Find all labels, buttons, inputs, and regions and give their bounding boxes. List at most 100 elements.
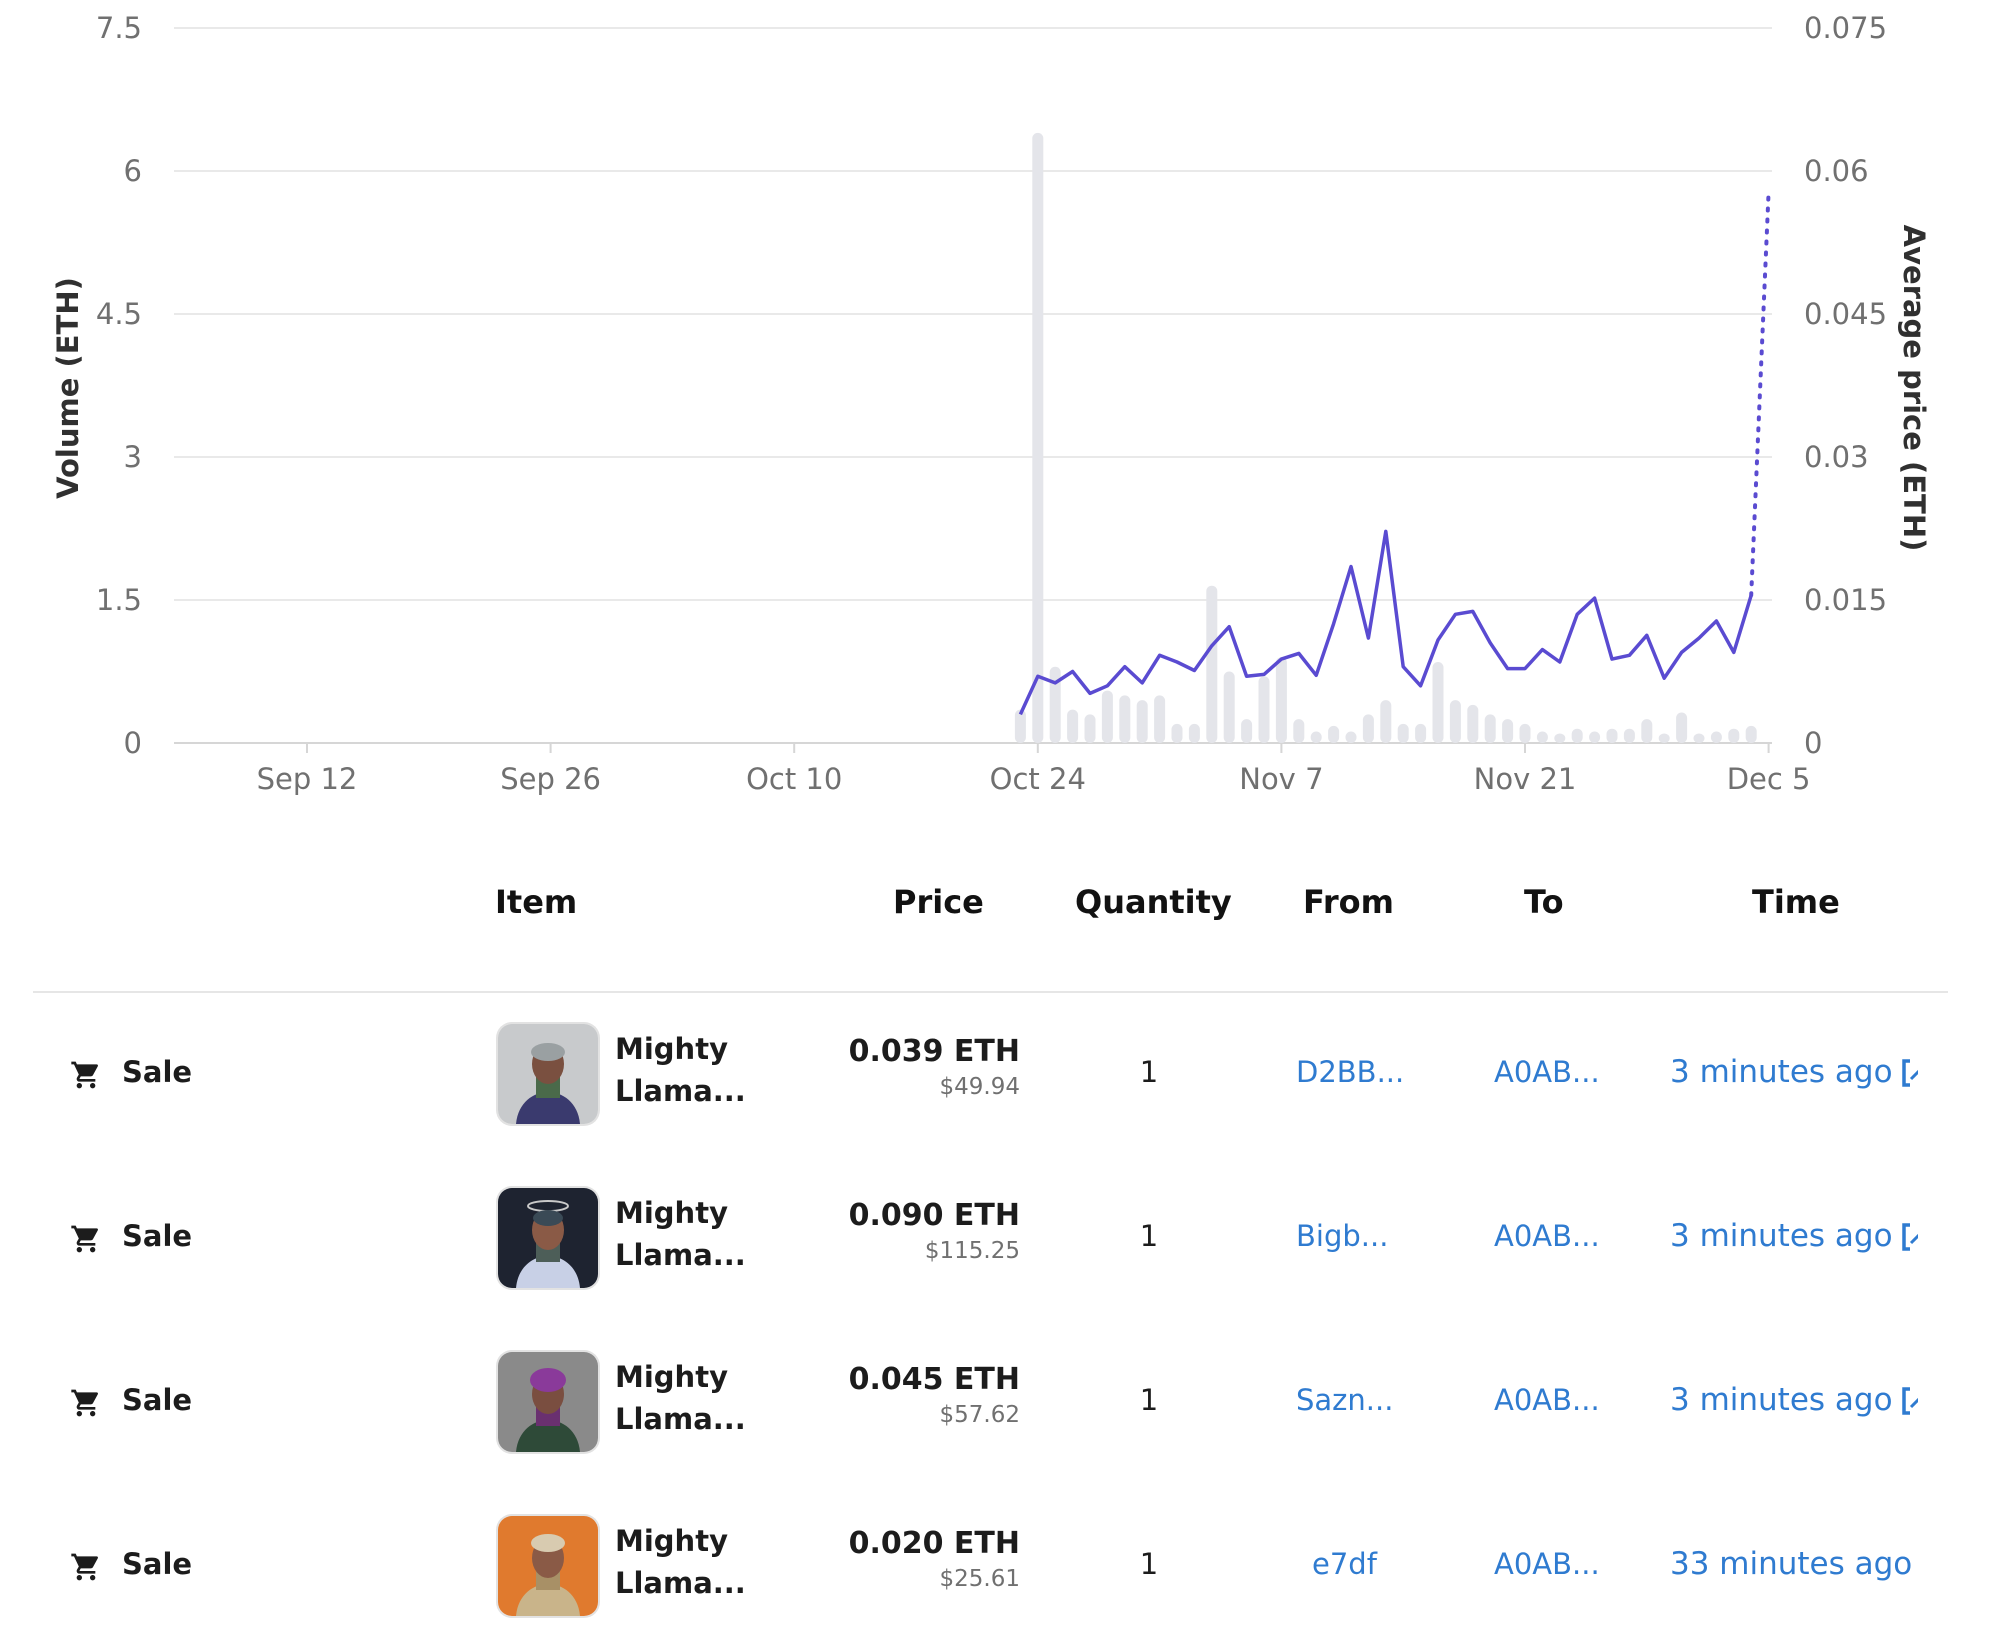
volume-bar xyxy=(1380,700,1392,743)
volume-bar xyxy=(1745,725,1757,743)
quantity: 1 xyxy=(1139,1219,1159,1253)
volume-bar xyxy=(1623,728,1635,743)
shopping-cart-icon xyxy=(71,1553,98,1581)
time-link[interactable]: 3 minutes ago xyxy=(1670,1382,1893,1418)
left-axis-tick-label: 0 xyxy=(124,726,142,760)
volume-bar xyxy=(1658,733,1670,743)
from-address-link[interactable]: e7df xyxy=(1312,1547,1377,1581)
to-address-link[interactable]: A0AB... xyxy=(1494,1219,1600,1253)
right-axis-tick-label: 0.015 xyxy=(1804,583,1887,617)
volume-bar xyxy=(1275,657,1287,743)
volume-bar xyxy=(1154,695,1166,743)
volume-bar xyxy=(1258,676,1270,743)
left-axis-tick-label: 3 xyxy=(124,440,142,474)
volume-bar xyxy=(1206,585,1218,743)
time-link[interactable]: 3 minutes ago xyxy=(1670,1054,1893,1090)
volume-bar xyxy=(1397,723,1409,743)
column-header-price: Price xyxy=(893,883,984,921)
volume-bar xyxy=(1223,671,1235,743)
volume-bar xyxy=(1589,731,1601,743)
shopping-cart-icon xyxy=(71,1389,98,1417)
from-address-link[interactable]: Bigb... xyxy=(1296,1219,1389,1253)
x-axis-tick-label: Sep 12 xyxy=(257,762,358,796)
volume-bar xyxy=(1310,731,1322,743)
right-axis-ticks: 0 0.015 0.03 0.045 0.06 0.075 xyxy=(1804,11,1887,760)
quantity: 1 xyxy=(1139,1055,1159,1089)
price-line xyxy=(1018,529,1753,716)
volume-bar xyxy=(1032,132,1044,743)
to-address-link[interactable]: A0AB... xyxy=(1494,1547,1600,1581)
volume-bar xyxy=(1136,700,1148,743)
volume-bar xyxy=(1554,733,1566,743)
price-eth: 0.045 ETH xyxy=(848,1362,1020,1397)
shopping-cart-icon xyxy=(71,1225,98,1253)
from-address-link[interactable]: Sazn... xyxy=(1296,1383,1394,1417)
time-link[interactable]: 3 minutes ago xyxy=(1670,1218,1893,1254)
volume-bar xyxy=(1014,709,1026,743)
table-row: Sale Mighty Llama... 0.020 ETH $25.61 1 e… xyxy=(0,1500,2010,1630)
table-row: Sale Mighty Llama... 0.039 ETH $49.94 1 D… xyxy=(0,1008,2010,1138)
volume-bar xyxy=(1067,709,1079,743)
shopping-cart-icon xyxy=(71,1061,98,1089)
left-axis-ticks: 0 1.5 3 4.5 6 7.5 xyxy=(96,11,142,760)
volume-bar xyxy=(1536,731,1548,743)
price-usd: $49.94 xyxy=(939,1074,1020,1100)
price-line-projection xyxy=(1749,190,1771,598)
to-address-link[interactable]: A0AB... xyxy=(1494,1055,1600,1089)
volume-bar xyxy=(1119,695,1131,743)
external-link-icon[interactable] xyxy=(1900,1386,1918,1416)
item-thumbnail[interactable] xyxy=(498,1188,598,1288)
item-name[interactable]: Mighty Llama... xyxy=(615,1032,746,1108)
left-axis-tick-label: 6 xyxy=(124,154,142,188)
external-link-icon[interactable] xyxy=(1900,1058,1918,1088)
right-axis-tick-label: 0.03 xyxy=(1804,440,1869,474)
x-axis-tick-label: Sep 26 xyxy=(500,762,601,796)
volume-bar xyxy=(1502,719,1514,743)
volume-bar xyxy=(1171,723,1183,743)
event-type: Sale xyxy=(122,1547,193,1581)
item-thumbnail[interactable] xyxy=(498,1024,598,1124)
item-thumbnail[interactable] xyxy=(498,1352,598,1452)
right-axis-title: Average price (ETH) xyxy=(1897,225,1931,552)
item-name[interactable]: Mighty Llama... xyxy=(615,1524,746,1600)
volume-bars xyxy=(1014,132,1757,743)
right-axis-tick-label: 0.045 xyxy=(1804,297,1887,331)
to-address-link[interactable]: A0AB... xyxy=(1494,1383,1600,1417)
external-link-icon[interactable] xyxy=(1900,1222,1918,1252)
x-axis-tick-label: Oct 10 xyxy=(746,762,842,796)
volume-bar xyxy=(1484,714,1496,743)
price-usd: $25.61 xyxy=(939,1566,1020,1592)
price-eth: 0.039 ETH xyxy=(848,1034,1020,1069)
volume-bar xyxy=(1449,700,1461,743)
chart-gridlines xyxy=(174,27,1772,744)
column-header-from: From xyxy=(1303,883,1394,921)
volume-bar xyxy=(1519,723,1531,743)
left-axis-tick-label: 4.5 xyxy=(96,297,142,331)
left-axis-tick-label: 7.5 xyxy=(96,11,142,45)
from-address-link[interactable]: D2BB... xyxy=(1296,1055,1405,1089)
column-header-time: Time xyxy=(1752,883,1840,921)
price-usd: $115.25 xyxy=(924,1238,1020,1264)
item-name[interactable]: Mighty Llama... xyxy=(615,1360,746,1436)
volume-bar xyxy=(1467,704,1479,743)
volume-bar xyxy=(1432,661,1444,743)
volume-bar xyxy=(1293,719,1305,743)
volume-bar xyxy=(1676,712,1688,743)
table-header-divider xyxy=(33,991,1948,993)
volume-bar xyxy=(1571,728,1583,743)
left-axis-title: Volume (ETH) xyxy=(51,277,85,499)
volume-bar xyxy=(1345,731,1357,743)
volume-bar xyxy=(1241,719,1253,743)
item-thumbnail[interactable] xyxy=(498,1516,598,1616)
left-axis-tick-label: 1.5 xyxy=(96,583,142,617)
event-type: Sale xyxy=(122,1383,193,1417)
right-axis-tick-label: 0.075 xyxy=(1804,11,1887,45)
x-axis-tick-label: Dec 5 xyxy=(1727,762,1811,796)
volume-bar xyxy=(1641,719,1653,743)
volume-bar xyxy=(1415,723,1427,743)
time-link[interactable]: 33 minutes ago xyxy=(1670,1546,1913,1582)
volume-bar xyxy=(1084,714,1096,743)
item-name[interactable]: Mighty Llama... xyxy=(615,1196,746,1272)
event-type: Sale xyxy=(122,1219,193,1253)
quantity: 1 xyxy=(1139,1547,1159,1581)
